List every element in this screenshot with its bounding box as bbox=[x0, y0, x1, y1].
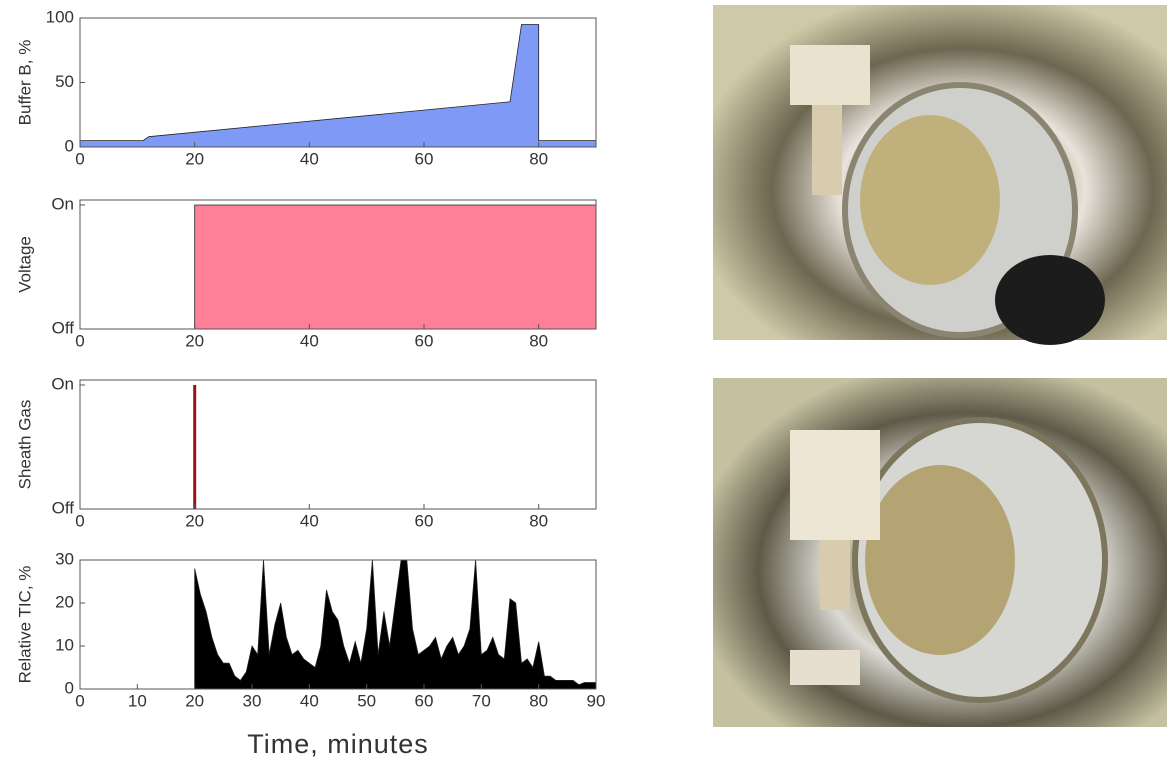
x-tick-label: 30 bbox=[243, 691, 262, 710]
x-tick-label: 20 bbox=[185, 331, 204, 350]
y-tick-label: 20 bbox=[55, 592, 74, 611]
x-tick-label: 80 bbox=[529, 149, 548, 168]
x-tick-label: 10 bbox=[128, 691, 147, 710]
x-tick-label: 0 bbox=[75, 149, 84, 168]
x-tick-label: 80 bbox=[529, 691, 548, 710]
y-tick-label: 10 bbox=[55, 635, 74, 654]
photo-top bbox=[713, 5, 1167, 345]
x-tick-label: 70 bbox=[472, 691, 491, 710]
y-axis-label: Buffer B, % bbox=[15, 40, 34, 126]
x-tick-label: 90 bbox=[587, 691, 606, 710]
y-tick-label: 50 bbox=[55, 72, 74, 91]
photo-bottom bbox=[713, 378, 1167, 727]
x-tick-label: 40 bbox=[300, 511, 319, 530]
plot-frame bbox=[79, 199, 597, 330]
x-tick-label: 60 bbox=[415, 331, 434, 350]
y-tick-label: 0 bbox=[65, 678, 74, 697]
x-tick-label: 0 bbox=[75, 331, 84, 350]
y-tick-label: 30 bbox=[55, 549, 74, 568]
y-tick-label: 100 bbox=[46, 7, 74, 26]
x-tick-label: 80 bbox=[529, 331, 548, 350]
x-tick-label: 80 bbox=[529, 511, 548, 530]
plot-frame bbox=[79, 559, 597, 690]
x-tick-label: 50 bbox=[357, 691, 376, 710]
y-tick-label: 0 bbox=[65, 136, 74, 155]
x-tick-label: 0 bbox=[75, 691, 84, 710]
x-tick-label: 60 bbox=[415, 511, 434, 530]
x-axis-label: Time, minutes bbox=[247, 729, 429, 759]
y-tick-label: On bbox=[51, 194, 74, 213]
x-tick-label: 60 bbox=[415, 691, 434, 710]
x-tick-label: 0 bbox=[75, 511, 84, 530]
plot-frame bbox=[79, 379, 597, 510]
area bbox=[80, 559, 597, 690]
x-tick-label: 60 bbox=[415, 149, 434, 168]
area bbox=[80, 204, 597, 330]
x-tick-label: 20 bbox=[185, 511, 204, 530]
x-tick-label: 40 bbox=[300, 691, 319, 710]
y-axis-label: Sheath Gas bbox=[15, 400, 34, 490]
area bbox=[79, 24, 597, 148]
y-tick-label: Off bbox=[52, 498, 75, 517]
x-tick-label: 20 bbox=[185, 149, 204, 168]
x-tick-label: 40 bbox=[300, 331, 319, 350]
y-axis-label: Relative TIC, % bbox=[15, 566, 34, 684]
y-tick-label: Off bbox=[52, 318, 75, 337]
x-tick-label: 40 bbox=[300, 149, 319, 168]
x-tick-label: 20 bbox=[185, 691, 204, 710]
y-tick-label: On bbox=[51, 374, 74, 393]
y-axis-label: Voltage bbox=[15, 236, 34, 293]
